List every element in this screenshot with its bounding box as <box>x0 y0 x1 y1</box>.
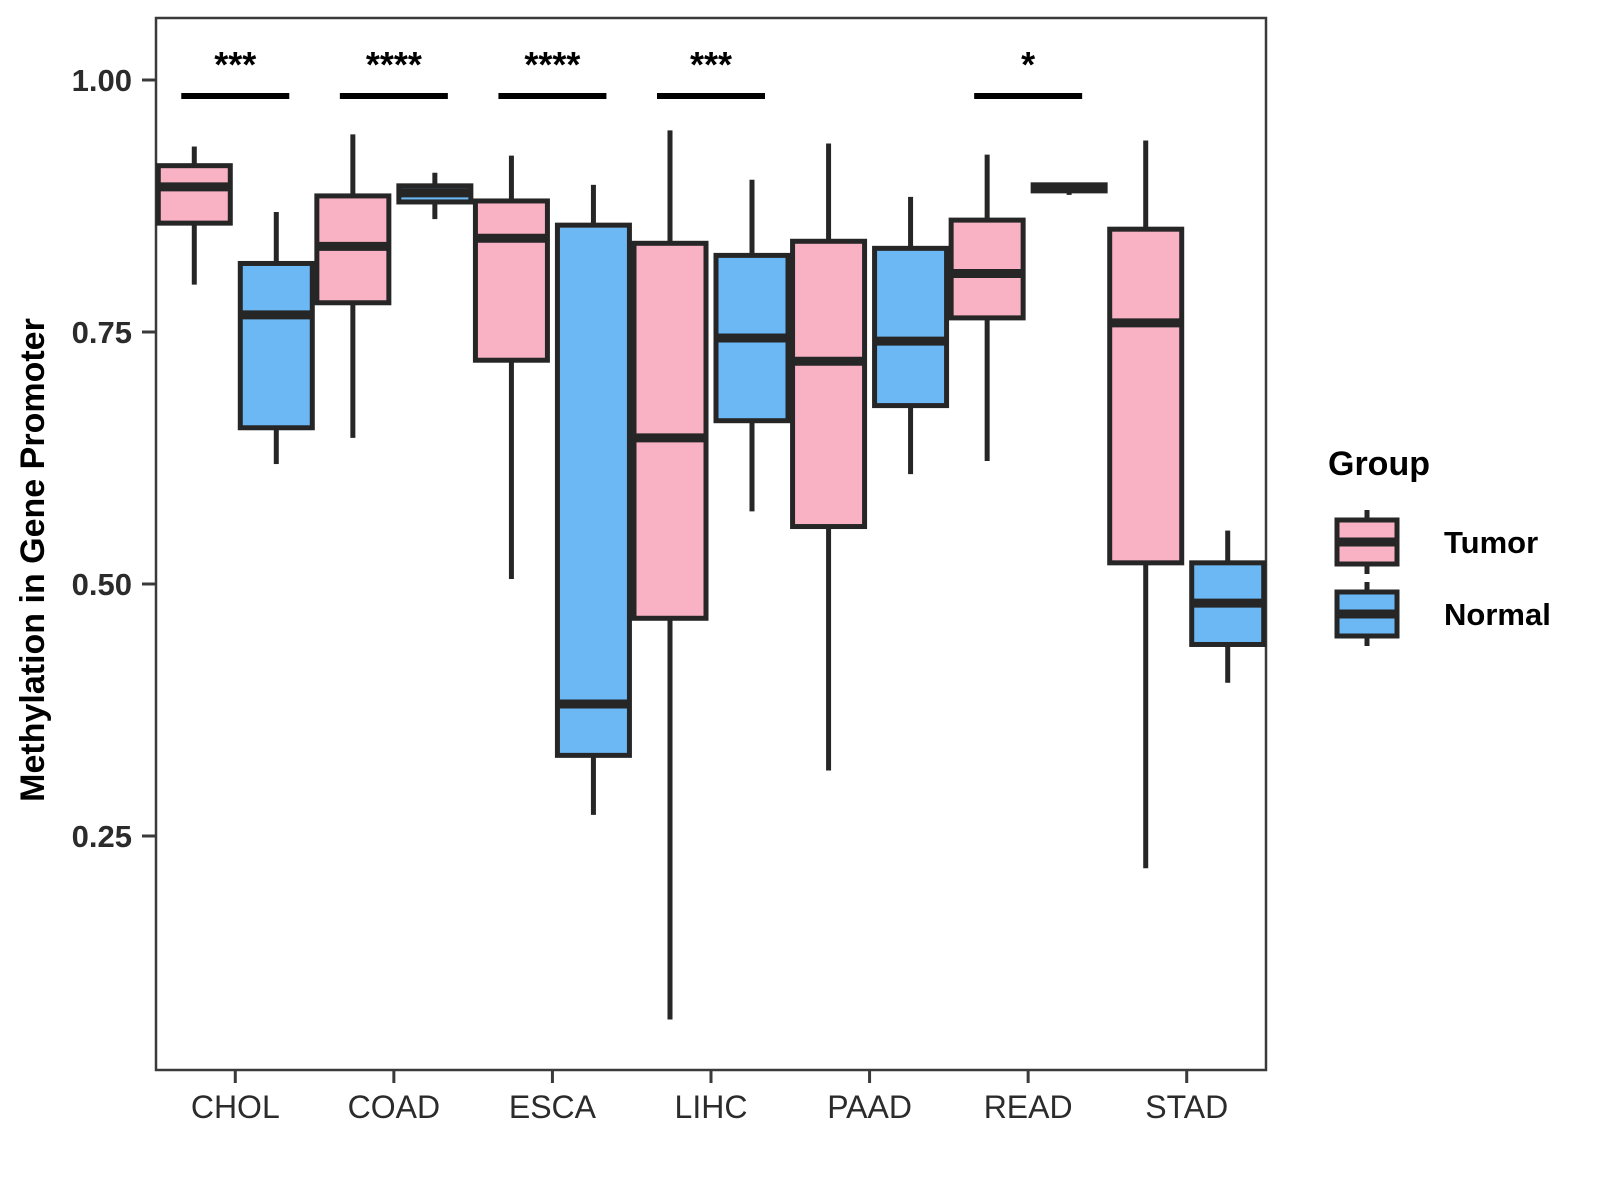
significance-esca: **** <box>498 44 607 100</box>
box-body <box>237 260 315 431</box>
legend: Group Tumor Normal <box>1328 445 1551 646</box>
box-stad-normal <box>1189 530 1267 683</box>
significance-coad: **** <box>339 44 448 100</box>
box-body <box>948 217 1026 321</box>
x-axis-ticks: CHOL COAD ESCA LIHC PAAD READ STAD <box>191 1070 1228 1125</box>
y-axis-ticks: 0.25 0.50 0.75 1.00 <box>72 63 155 854</box>
box-esca-tumor <box>472 155 550 579</box>
y-tick-label: 0.75 <box>72 315 132 350</box>
x-tick-label-esca: ESCA <box>509 1089 597 1125</box>
box-body <box>1107 226 1185 566</box>
significance-label: *** <box>214 44 256 85</box>
box-lihc-tumor <box>631 130 709 1020</box>
box-stad-tumor <box>1107 140 1185 869</box>
box-paad-normal <box>872 196 950 475</box>
legend-item-tumor[interactable]: Tumor <box>1334 510 1538 574</box>
significance-lihc: *** <box>657 44 765 100</box>
box-esca-normal <box>554 184 632 815</box>
legend-label: Normal <box>1444 597 1551 632</box>
significance-label: **** <box>366 44 422 85</box>
box-coad-tumor <box>314 134 392 438</box>
box-read-normal <box>1030 182 1108 195</box>
y-tick-label: 1.00 <box>72 63 132 98</box>
box-coad-normal <box>396 172 474 220</box>
legend-label: Tumor <box>1444 525 1538 560</box>
box-paad-tumor <box>790 143 868 771</box>
y-tick-label: 0.25 <box>72 819 132 854</box>
box-chol-tumor <box>155 146 233 285</box>
significance-label: *** <box>690 44 732 85</box>
box-body <box>631 240 709 621</box>
legend-title: Group <box>1328 445 1430 483</box>
box-body <box>554 222 632 758</box>
box-body <box>872 245 950 409</box>
significance-label: * <box>1021 44 1035 85</box>
box-body <box>790 238 868 530</box>
box-chol-normal <box>237 212 315 465</box>
y-tick-label: 0.50 <box>72 567 132 602</box>
x-tick-label-lihc: LIHC <box>675 1089 748 1125</box>
legend-item-normal[interactable]: Normal <box>1334 582 1551 646</box>
x-tick-label-paad: PAAD <box>827 1089 912 1125</box>
significance-label: **** <box>524 44 580 85</box>
box-lihc-normal <box>713 179 791 512</box>
x-tick-label-stad: STAD <box>1145 1089 1228 1125</box>
significance-read: * <box>974 44 1083 100</box>
significance-annotations: *** **** **** *** * <box>181 44 1083 100</box>
box-plot-layer <box>155 130 1267 1020</box>
y-axis-title: Methylation in Gene Promoter <box>14 318 52 802</box>
x-tick-label-coad: COAD <box>348 1089 440 1125</box>
x-tick-label-read: READ <box>984 1089 1073 1125</box>
box-body <box>472 198 550 363</box>
box-body <box>155 163 233 226</box>
x-tick-label-chol: CHOL <box>191 1089 280 1125</box>
significance-chol: *** <box>181 44 290 100</box>
box-read-tumor <box>948 154 1026 462</box>
legend-entries: Tumor Normal <box>1334 510 1551 646</box>
